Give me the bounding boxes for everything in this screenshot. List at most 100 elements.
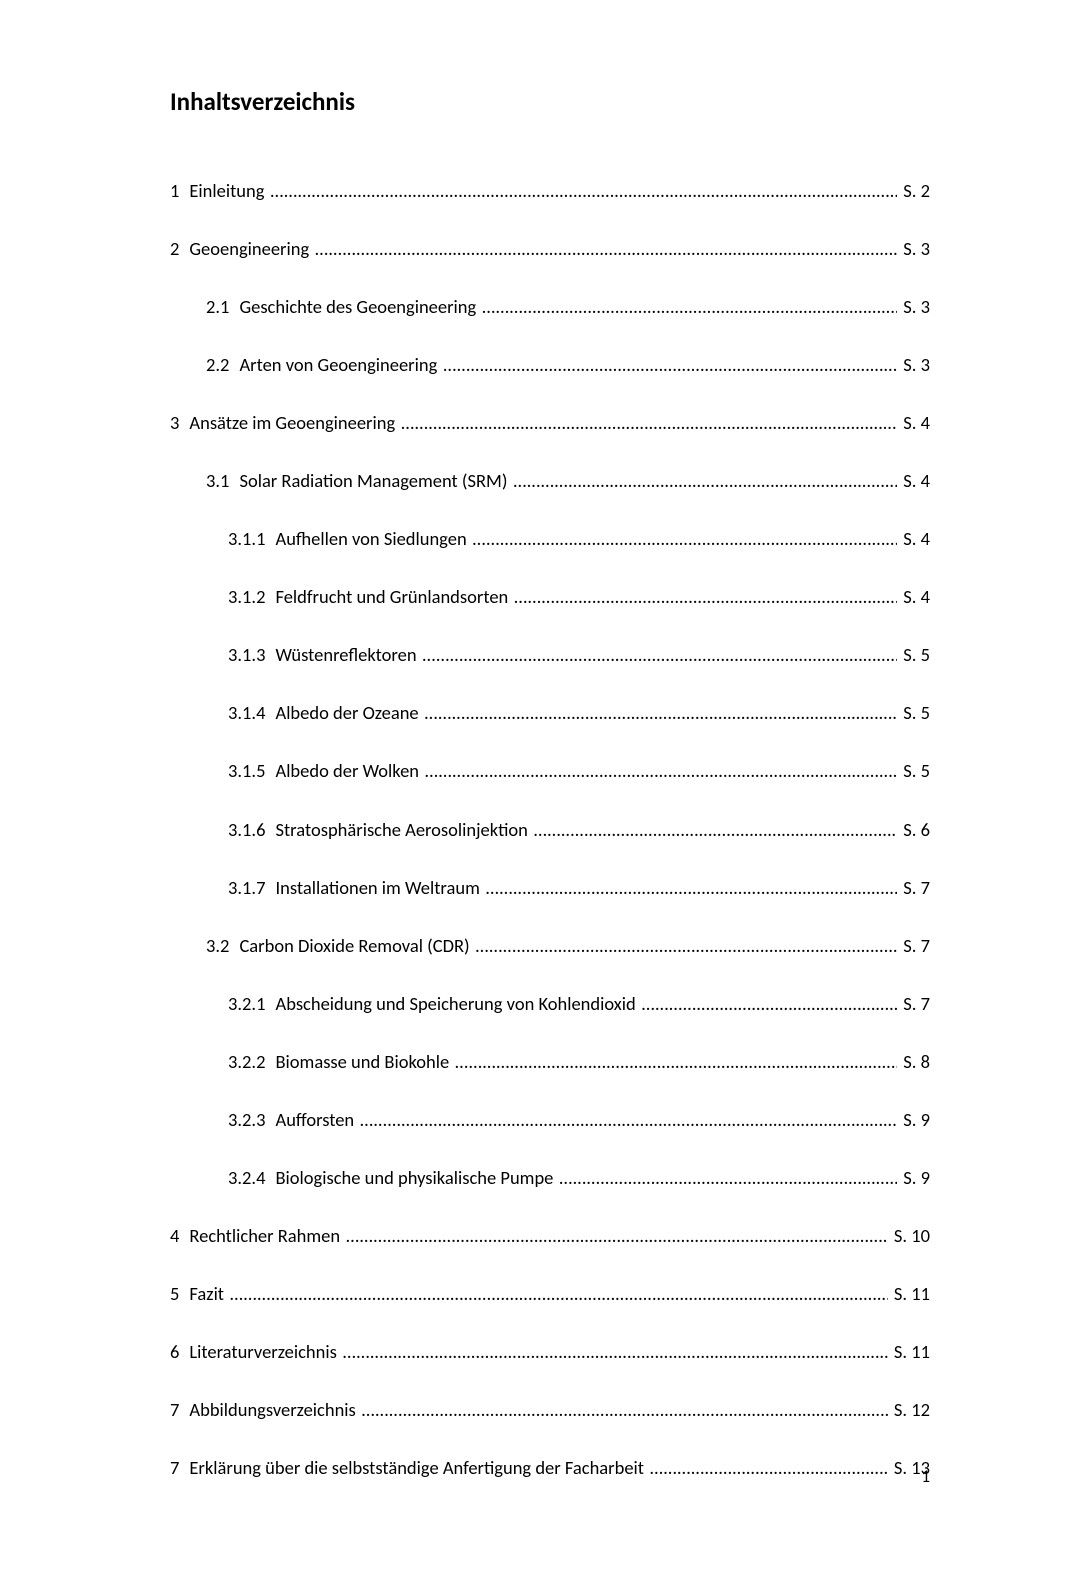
toc-entry[interactable]: 3.1.7Installationen im WeltraumS. 7 <box>170 876 930 900</box>
toc-leader-dots <box>553 1166 897 1190</box>
toc-leader-dots <box>480 876 897 900</box>
toc-leader-dots <box>636 992 898 1016</box>
toc-entry-number: 1 <box>170 179 189 203</box>
toc-leader-dots <box>449 1050 897 1074</box>
toc-entry-title: Fazit <box>189 1282 224 1306</box>
toc-entry-title: Aufhellen von Siedlungen <box>275 527 466 551</box>
toc-entry[interactable]: 4Rechtlicher Rahmen S. 10 <box>170 1224 930 1248</box>
toc-entry-title: Albedo der Ozeane <box>275 701 418 725</box>
toc-entry-title: Carbon Dioxide Removal (CDR) <box>239 934 469 958</box>
toc-leader-dots <box>419 759 897 783</box>
toc-entry-title: Arten von Geoengineering <box>239 353 437 377</box>
toc-entry-page: S. 10 <box>888 1224 930 1248</box>
toc-entry[interactable]: 2.1Geschichte des Geoengineering S. 3 <box>170 295 930 319</box>
toc-entry-page: S. 7 <box>897 992 930 1016</box>
toc-entry-title: Geoengineering <box>189 237 309 261</box>
toc-entry[interactable]: 3.1Solar Radiation Management (SRM) S. 4 <box>170 469 930 493</box>
toc-leader-dots <box>419 701 898 725</box>
toc-entry[interactable]: 5FazitS. 11 <box>170 1282 930 1306</box>
toc-entry-title: Aufforsten <box>275 1108 354 1132</box>
toc-entry[interactable]: 3.2Carbon Dioxide Removal (CDR)S. 7 <box>170 934 930 958</box>
toc-entry-page: S. 11 <box>888 1340 930 1364</box>
toc-entry-title: Albedo der Wolken <box>275 759 419 783</box>
toc-entry-title: Biologische und physikalische Pumpe <box>275 1166 553 1190</box>
toc-entry-number: 3.1.3 <box>228 643 275 667</box>
toc-entry[interactable]: 2.2Arten von Geoengineering S. 3 <box>170 353 930 377</box>
toc-entry[interactable]: 3.1.3WüstenreflektorenS. 5 <box>170 643 930 667</box>
toc-entry-page: S. 4 <box>897 585 930 609</box>
toc-entry-number: 3.1.5 <box>228 759 275 783</box>
toc-entry-number: 3.2.2 <box>228 1050 275 1074</box>
toc-entry[interactable]: 3Ansätze im GeoengineeringS. 4 <box>170 411 930 435</box>
toc-entry-page: S. 5 <box>897 643 930 667</box>
toc-leader-dots <box>507 469 897 493</box>
toc-entry-title: Abscheidung und Speicherung von Kohlendi… <box>275 992 635 1016</box>
toc-entry-page: S. 8 <box>897 1050 930 1074</box>
toc-leader-dots <box>528 818 897 842</box>
toc-entry[interactable]: 7Abbildungsverzeichnis S. 12 <box>170 1398 930 1422</box>
toc-entry-number: 2.1 <box>206 295 239 319</box>
toc-entry-number: 3.2.1 <box>228 992 275 1016</box>
toc-heading: Inhaltsverzeichnis <box>170 86 930 117</box>
toc-entry-page: S. 9 <box>897 1108 930 1132</box>
toc-entry[interactable]: 3.2.4Biologische und physikalische Pumpe… <box>170 1166 930 1190</box>
toc-entry-page: S. 9 <box>897 1166 930 1190</box>
toc-entry[interactable]: 6Literaturverzeichnis S. 11 <box>170 1340 930 1364</box>
toc-entry[interactable]: 1Einleitung S. 2 <box>170 179 930 203</box>
toc-entry[interactable]: 3.1.2Feldfrucht und Grünlandsorten S. 4 <box>170 585 930 609</box>
toc-entry[interactable]: 2GeoengineeringS. 3 <box>170 237 930 261</box>
toc-entry-number: 3.1.6 <box>228 818 275 842</box>
toc-entry-page: S. 3 <box>897 295 930 319</box>
toc-entry[interactable]: 3.2.2Biomasse und BiokohleS. 8 <box>170 1050 930 1074</box>
toc-entry-number: 3.1.7 <box>228 876 275 900</box>
toc-entry-title: Literaturverzeichnis <box>189 1340 336 1364</box>
toc-entry-number: 4 <box>170 1224 189 1248</box>
toc-entry-number: 3 <box>170 411 189 435</box>
toc-leader-dots <box>508 585 897 609</box>
toc-entry-number: 3.1.4 <box>228 701 275 725</box>
toc-entry-number: 2.2 <box>206 353 239 377</box>
toc-entry[interactable]: 3.1.4Albedo der OzeaneS. 5 <box>170 701 930 725</box>
toc-entry[interactable]: 3.1.5Albedo der Wolken S. 5 <box>170 759 930 783</box>
toc-entry-page: S. 5 <box>897 759 930 783</box>
toc-entry-number: 3.1.2 <box>228 585 275 609</box>
toc-entry-title: Einleitung <box>189 179 264 203</box>
toc-entry-page: S. 4 <box>897 411 930 435</box>
toc-entry-title: Stratosphärische Aerosolinjektion <box>275 818 527 842</box>
toc-entry-number: 5 <box>170 1282 189 1306</box>
toc-leader-dots <box>395 411 897 435</box>
toc-entry[interactable]: 3.2.3AufforstenS. 9 <box>170 1108 930 1132</box>
toc-leader-dots <box>309 237 897 261</box>
toc-entry-title: Feldfrucht und Grünlandsorten <box>275 585 508 609</box>
toc-entry[interactable]: 7Erklärung über die selbstständige Anfer… <box>170 1456 930 1480</box>
toc-entry-number: 3.2.4 <box>228 1166 275 1190</box>
toc-leader-dots <box>354 1108 897 1132</box>
toc-leader-dots <box>224 1282 888 1306</box>
toc-entry-page: S. 4 <box>897 469 930 493</box>
toc-leader-dots <box>470 934 898 958</box>
toc-entry[interactable]: 3.1.6Stratosphärische AerosolinjektionS.… <box>170 818 930 842</box>
toc-leader-dots <box>340 1224 888 1248</box>
toc-entry-number: 3.1 <box>206 469 239 493</box>
document-page: Inhaltsverzeichnis 1EinleitungS. 22Geoen… <box>0 0 1080 1574</box>
toc-entry-number: 6 <box>170 1340 189 1364</box>
toc-entry-page: S. 3 <box>897 237 930 261</box>
toc-entry-title: Solar Radiation Management (SRM) <box>239 469 507 493</box>
toc-entry-title: Geschichte des Geoengineering <box>239 295 476 319</box>
page-number: 1 <box>921 1466 930 1487</box>
toc-entry-title: Erklärung über die selbstständige Anfert… <box>189 1456 644 1480</box>
toc-entry[interactable]: 3.2.1Abscheidung und Speicherung von Koh… <box>170 992 930 1016</box>
toc-entry-title: Abbildungsverzeichnis <box>189 1398 355 1422</box>
toc-entry-page: S. 12 <box>888 1398 930 1422</box>
toc-entry-page: S. 3 <box>897 353 930 377</box>
toc-entry-page: S. 2 <box>897 179 930 203</box>
toc-entry-page: S. 7 <box>897 934 930 958</box>
toc-entry-number: 3.1.1 <box>228 527 275 551</box>
toc-entry-page: S. 4 <box>897 527 930 551</box>
toc-entry[interactable]: 3.1.1Aufhellen von Siedlungen S. 4 <box>170 527 930 551</box>
toc-entry-number: 7 <box>170 1456 189 1480</box>
toc-leader-dots <box>476 295 897 319</box>
toc-entry-page: S. 7 <box>897 876 930 900</box>
toc-entry-number: 7 <box>170 1398 189 1422</box>
toc-entry-title: Rechtlicher Rahmen <box>189 1224 340 1248</box>
